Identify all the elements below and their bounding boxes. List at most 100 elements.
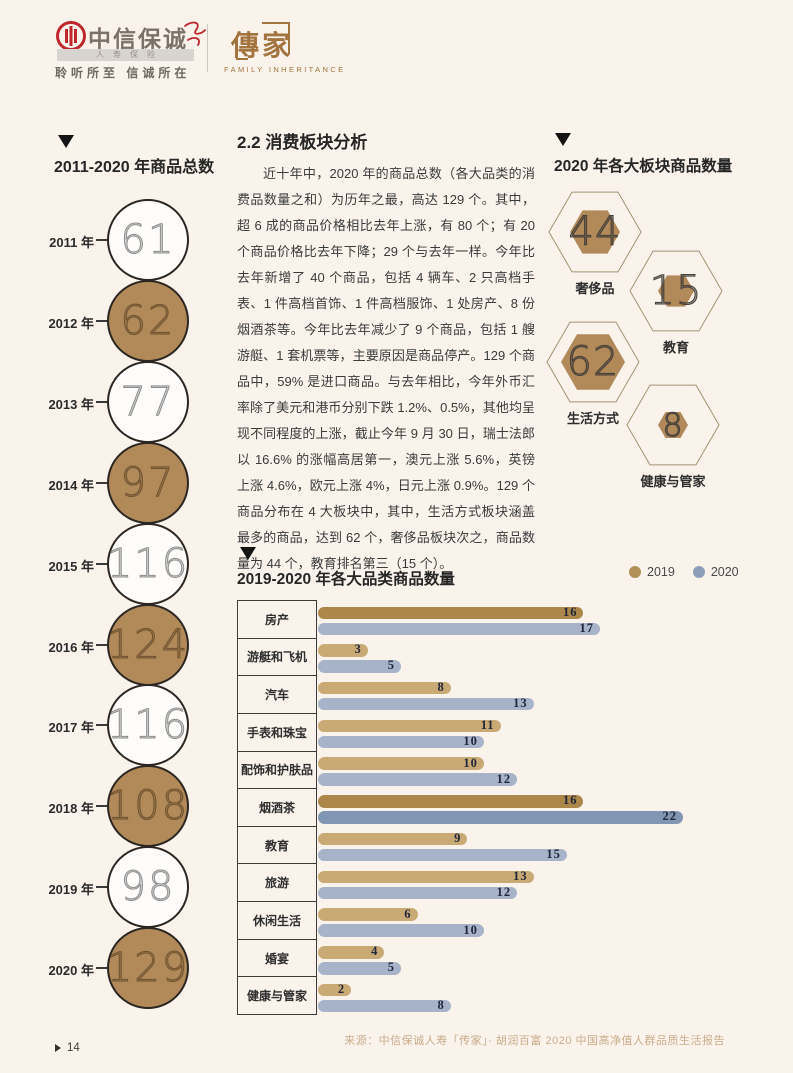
bar-value-label: 5 bbox=[387, 960, 395, 975]
segment-label: 教育 bbox=[662, 340, 689, 355]
logo-signature-icon bbox=[184, 21, 206, 46]
bar-value-label: 10 bbox=[463, 922, 478, 937]
year-connector-line bbox=[96, 643, 109, 646]
bar-2019: 3 bbox=[318, 642, 368, 657]
year-connector-line bbox=[96, 481, 109, 484]
segment-label: 奢侈品 bbox=[575, 281, 615, 296]
category-label: 游艇和飞机 bbox=[238, 639, 316, 677]
year-connector-line bbox=[96, 886, 109, 889]
source-note: 来源：中信保诚人寿「传家」· 胡润百富 2020 中国高净值人群品质生活报告 bbox=[344, 1035, 725, 1047]
year-connector-line bbox=[96, 967, 109, 970]
bar-2020: 8 bbox=[318, 997, 451, 1013]
bar-value-label: 8 bbox=[437, 680, 445, 695]
comparison-chart: 2019-2020 年各大品类商品数量 2019 2020 房产 游艇和飞机 汽车 手表… bbox=[237, 545, 793, 1065]
bar-2020: 22 bbox=[318, 809, 683, 824]
totals-panel: 2011-2020 年商品总数 2011 年 61 2012 年 62 2013 年 77… bbox=[30, 125, 240, 1025]
bar-2020: 13 bbox=[318, 696, 534, 711]
segment-value: 8 bbox=[662, 406, 684, 445]
year-label: 2019 年 bbox=[48, 882, 94, 898]
bar-value-label: 9 bbox=[454, 831, 462, 846]
category-label: 配饰和护肤品 bbox=[238, 752, 316, 790]
hexagon-icon bbox=[629, 250, 723, 332]
bar-value-label: 12 bbox=[496, 884, 512, 899]
year-label: 2014 年 bbox=[48, 477, 94, 493]
year-connector-line bbox=[96, 805, 109, 808]
segment-hexagon: 15 bbox=[626, 246, 726, 336]
bar-value-label: 13 bbox=[513, 868, 528, 883]
bar-2020: 17 bbox=[318, 621, 601, 635]
year-total-circle: 124 bbox=[106, 603, 190, 686]
hexagon-icon bbox=[626, 384, 720, 466]
triangle-marker-icon bbox=[555, 133, 571, 146]
segments-title: 2020 年各大板块商品数量 bbox=[554, 158, 733, 175]
year-total-circle: 116 bbox=[106, 522, 189, 605]
bar-2019: 16 bbox=[318, 793, 584, 808]
year-total-value: 129 bbox=[106, 945, 190, 992]
year-total-circle: 97 bbox=[107, 441, 189, 524]
bar-2019: 8 bbox=[318, 680, 451, 695]
legend-label: 2020 bbox=[710, 565, 739, 579]
category-label: 休闲生活 bbox=[238, 902, 316, 940]
year-total-circle: 108 bbox=[106, 765, 189, 848]
hexagon-icon bbox=[546, 321, 640, 403]
chart-legend: 2019 2020 bbox=[629, 565, 739, 579]
category-column: 房产 游艇和飞机 汽车 手表和珠宝 配饰和护肤品 烟酒茶 教育 旅游 休闲生活 婚宴 健康与管家 bbox=[237, 600, 317, 1015]
bar-value-label: 5 bbox=[387, 658, 395, 673]
legend-item: 2020 bbox=[692, 565, 739, 579]
chart-body: 房产 游艇和飞机 汽车 手表和珠宝 配饰和护肤品 烟酒茶 教育 旅游 休闲生活 婚宴 健康与管家 1… bbox=[237, 600, 785, 1015]
segment-value: 44 bbox=[568, 209, 622, 256]
legend-dot-icon bbox=[629, 566, 641, 578]
category-label: 房产 bbox=[238, 601, 316, 639]
brand-frame-icon bbox=[236, 40, 248, 60]
category-label: 旅游 bbox=[238, 864, 316, 903]
bar-value-label: 15 bbox=[546, 847, 561, 862]
legend-label: 2019 bbox=[647, 565, 675, 579]
bar-value-label: 10 bbox=[463, 733, 478, 748]
bar-2020: 12 bbox=[318, 884, 518, 900]
segment-label: 生活方式 bbox=[566, 411, 619, 426]
analysis-section: 2.2 消费板块分析 近十年中，2020 年的商品总数（各大品类的消费品数量之和… bbox=[237, 128, 535, 577]
bar-2020: 10 bbox=[318, 733, 484, 749]
citic-logo-icon bbox=[56, 21, 86, 51]
header-divider bbox=[207, 24, 208, 72]
triangle-marker-icon bbox=[240, 547, 256, 560]
bar-value-label: 16 bbox=[562, 793, 578, 808]
bar-2019: 9 bbox=[318, 831, 468, 846]
bar-2020: 12 bbox=[318, 772, 518, 786]
year-connector-line bbox=[96, 400, 109, 403]
year-label: 2020 年 bbox=[48, 963, 94, 979]
family-inheritance-wordmark: 傳家 bbox=[231, 31, 294, 62]
bar-value-label: 13 bbox=[513, 696, 528, 711]
hexagon-icon bbox=[548, 191, 642, 273]
bar-2019: 11 bbox=[318, 717, 501, 733]
year-connector-line bbox=[96, 319, 109, 322]
category-label: 教育 bbox=[238, 827, 316, 865]
segment-value: 62 bbox=[566, 339, 620, 386]
segment-hexagon: 62 bbox=[543, 317, 643, 407]
year-connector-line bbox=[96, 562, 109, 565]
category-label: 烟酒茶 bbox=[238, 789, 316, 827]
logo-slogan: 聆听所至 信诚所在 bbox=[55, 66, 191, 80]
year-total-value: 124 bbox=[106, 621, 190, 668]
bar-2020: 15 bbox=[318, 847, 567, 862]
bar-value-label: 6 bbox=[404, 906, 412, 921]
year-label: 2013 年 bbox=[48, 396, 94, 412]
year-total-circle: 62 bbox=[107, 279, 189, 362]
year-total-circle: 98 bbox=[107, 846, 189, 929]
bar-value-label: 10 bbox=[463, 755, 478, 770]
bars-area: 16 17 3 5 8 13 11 10 10 12 16 22 9 15 13 12 6 10 4 5 2 8 bbox=[318, 600, 785, 1015]
year-total-value: 61 bbox=[120, 217, 176, 263]
bar-value-label: 11 bbox=[480, 717, 495, 732]
year-connector-line bbox=[96, 239, 109, 241]
bar-value-label: 4 bbox=[371, 944, 379, 959]
year-label: 2017 年 bbox=[48, 720, 94, 736]
year-total-value: 116 bbox=[106, 702, 190, 749]
bar-2019: 10 bbox=[318, 755, 484, 770]
category-label: 汽车 bbox=[238, 676, 316, 714]
bar-2020: 5 bbox=[318, 658, 401, 673]
bar-value-label: 8 bbox=[437, 997, 445, 1012]
bar-2019: 6 bbox=[318, 906, 418, 921]
section-paragraph: 近十年中，2020 年的商品总数（各大品类的消费品数量之和）为历年之最，高达 1… bbox=[237, 166, 535, 571]
family-inheritance-subtitle: FAMILY INHERITANCE bbox=[224, 65, 346, 74]
